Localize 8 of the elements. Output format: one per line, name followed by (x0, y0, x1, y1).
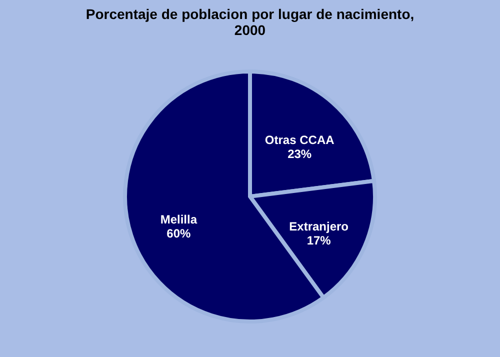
slice-label: Melilla (160, 212, 198, 227)
slice-label: Otras CCAA (264, 133, 335, 148)
data-label: 23% (288, 147, 312, 162)
text: Porcentaje de poblacion por lugar de nacimiento, (86, 6, 414, 22)
data-label: 17% (306, 233, 332, 248)
data-label: 60% (166, 226, 192, 241)
text: 2000 (234, 22, 266, 38)
slice-label: Extranjero (289, 219, 349, 234)
